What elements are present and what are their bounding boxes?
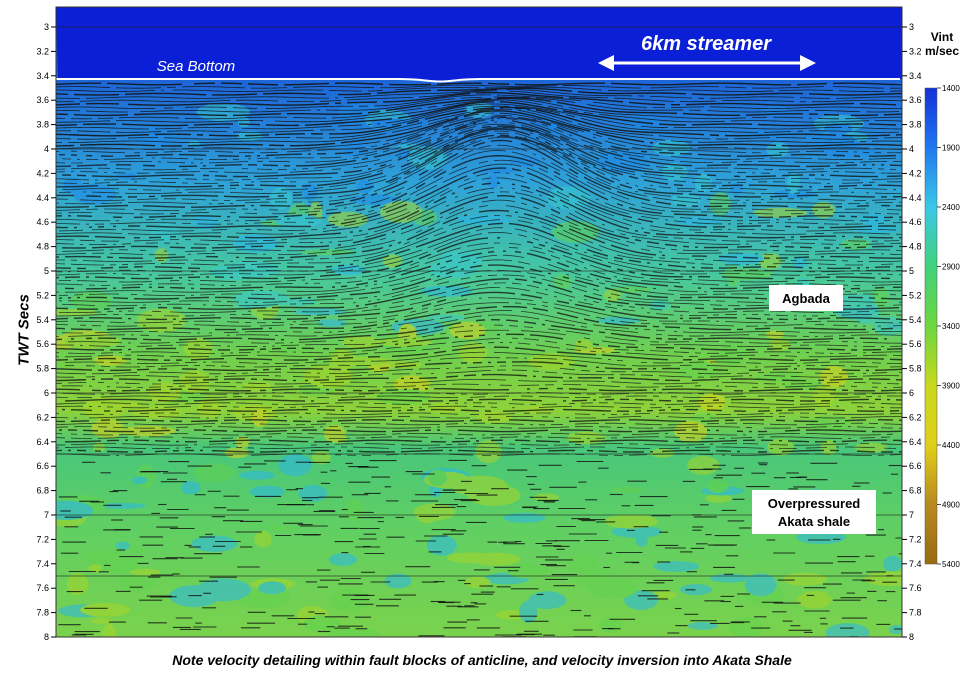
colorbar-tick-label: 4400: [942, 441, 960, 450]
y-tick-label-left: 6.6: [36, 461, 49, 471]
y-tick-label-right: 4.4: [909, 193, 922, 203]
y-tick-label-right: 7.6: [909, 583, 922, 593]
y-tick-label-left: 7.6: [36, 583, 49, 593]
seismic-reflectors: [56, 82, 902, 637]
y-tick-label-left: 7.4: [36, 559, 49, 569]
y-tick-label-right: 4.2: [909, 168, 922, 178]
y-tick-label-left: 5: [44, 266, 49, 276]
y-tick-label-right: 7.2: [909, 534, 922, 544]
sea-bottom-label: Sea Bottom: [157, 58, 235, 75]
y-tick-label-right: 3.6: [909, 95, 922, 105]
colorbar-tick-label: 3900: [942, 382, 960, 391]
y-tick-label-right: 6: [909, 388, 914, 398]
y-tick-label-right: 4.8: [909, 242, 922, 252]
y-tick-label-left: 5.4: [36, 315, 49, 325]
agbada-annotation: Agbada: [769, 285, 843, 311]
y-tick-label-right: 5.8: [909, 364, 922, 374]
y-axis-label: TWT Secs: [4, 294, 44, 366]
y-tick-label-right: 6.4: [909, 437, 922, 447]
left-axis: 3 3.2 3.4 3.6 3.8 4 4.2 4.4 4.6 4.8 5 5.2 5.4 5.6 5.8 6…: [36, 22, 56, 642]
y-tick-label-right: 7: [909, 510, 914, 520]
colorbar-tick-label: 2900: [942, 263, 960, 272]
y-tick-label-left: 3.4: [36, 71, 49, 81]
y-tick-label-left: 4.4: [36, 193, 49, 203]
velocity-colorbar: 1400 1900 2400 2900 3400 3900 4400 4900 5400: [924, 84, 960, 569]
streamer-label: 6km streamer: [641, 33, 772, 55]
colorbar-tick-label: 1400: [942, 84, 960, 93]
y-tick-label-right: 8: [909, 632, 914, 642]
akata-label-line2: Akata shale: [778, 514, 850, 529]
y-tick-label-left: 7.2: [36, 534, 49, 544]
colorbar-tick-label: 3400: [942, 322, 960, 331]
agbada-label: Agbada: [782, 291, 830, 306]
y-tick-label-right: 7.8: [909, 608, 922, 618]
colorbar-title-line1: Vint: [930, 30, 954, 44]
y-tick-label-left: 4.8: [36, 242, 49, 252]
time-grid: [56, 26, 902, 637]
colorbar-title: Vint m/sec: [920, 30, 964, 58]
y-tick-label-right: 6.8: [909, 486, 922, 496]
y-tick-label-right: 6.6: [909, 461, 922, 471]
sea-bottom-line: [56, 78, 900, 83]
y-tick-label-left: 3.2: [36, 46, 49, 56]
y-axis-label-text: TWT Secs: [15, 294, 33, 366]
y-tick-label-left: 5.8: [36, 364, 49, 374]
y-tick-label-right: 7.4: [909, 559, 922, 569]
y-tick-label-left: 3: [44, 22, 49, 32]
y-tick-label-left: 6.2: [36, 412, 49, 422]
colorbar-tick-label: 1900: [942, 144, 960, 153]
akata-annotation: Overpressured Akata shale: [752, 490, 876, 534]
y-tick-label-right: 3: [909, 22, 914, 32]
akata-label-line1: Overpressured: [768, 496, 861, 511]
plot-area: [56, 7, 902, 637]
y-tick-label-right: 5: [909, 266, 914, 276]
y-tick-label-left: 3.8: [36, 120, 49, 130]
colorbar-tick-label: 2400: [942, 203, 960, 212]
y-tick-label-left: 6.8: [36, 486, 49, 496]
y-tick-label-right: 4.6: [909, 217, 922, 227]
y-tick-label-left: 5.2: [36, 290, 49, 300]
y-tick-label-left: 6.4: [36, 437, 49, 447]
y-tick-label-left: 4.2: [36, 168, 49, 178]
y-tick-label-left: 3.6: [36, 95, 49, 105]
y-tick-label-right: 6.2: [909, 412, 922, 422]
plot-frame: [55, 6, 903, 638]
y-tick-label-left: 5.6: [36, 339, 49, 349]
y-tick-label-left: 4.6: [36, 217, 49, 227]
y-tick-label-left: 4: [44, 144, 49, 154]
y-tick-label-left: 7: [44, 510, 49, 520]
streamer-arrow: [598, 55, 816, 71]
colorbar-title-line2: m/sec: [924, 44, 960, 58]
colorbar-tick-label: 5400: [942, 560, 960, 569]
right-axis: 3 3.2 3.4 3.6 3.8 4 4.2 4.4 4.6 4.8 5 5.2 5.4 5.6 5.8 6…: [902, 22, 922, 642]
y-tick-label-right: 3.2: [909, 46, 922, 56]
y-tick-label-left: 6: [44, 388, 49, 398]
y-tick-label-right: 4: [909, 144, 914, 154]
y-tick-label-right: 5.4: [909, 315, 922, 325]
y-tick-label-right: 5.6: [909, 339, 922, 349]
figure-caption: Note velocity detailing within fault blo…: [172, 652, 792, 668]
y-tick-label-left: 7.8: [36, 608, 49, 618]
y-tick-label-right: 5.2: [909, 290, 922, 300]
y-tick-label-left: 8: [44, 632, 49, 642]
y-tick-label-right: 3.4: [909, 71, 922, 81]
colorbar-tick-label: 4900: [942, 501, 960, 510]
y-tick-label-right: 3.8: [909, 120, 922, 130]
